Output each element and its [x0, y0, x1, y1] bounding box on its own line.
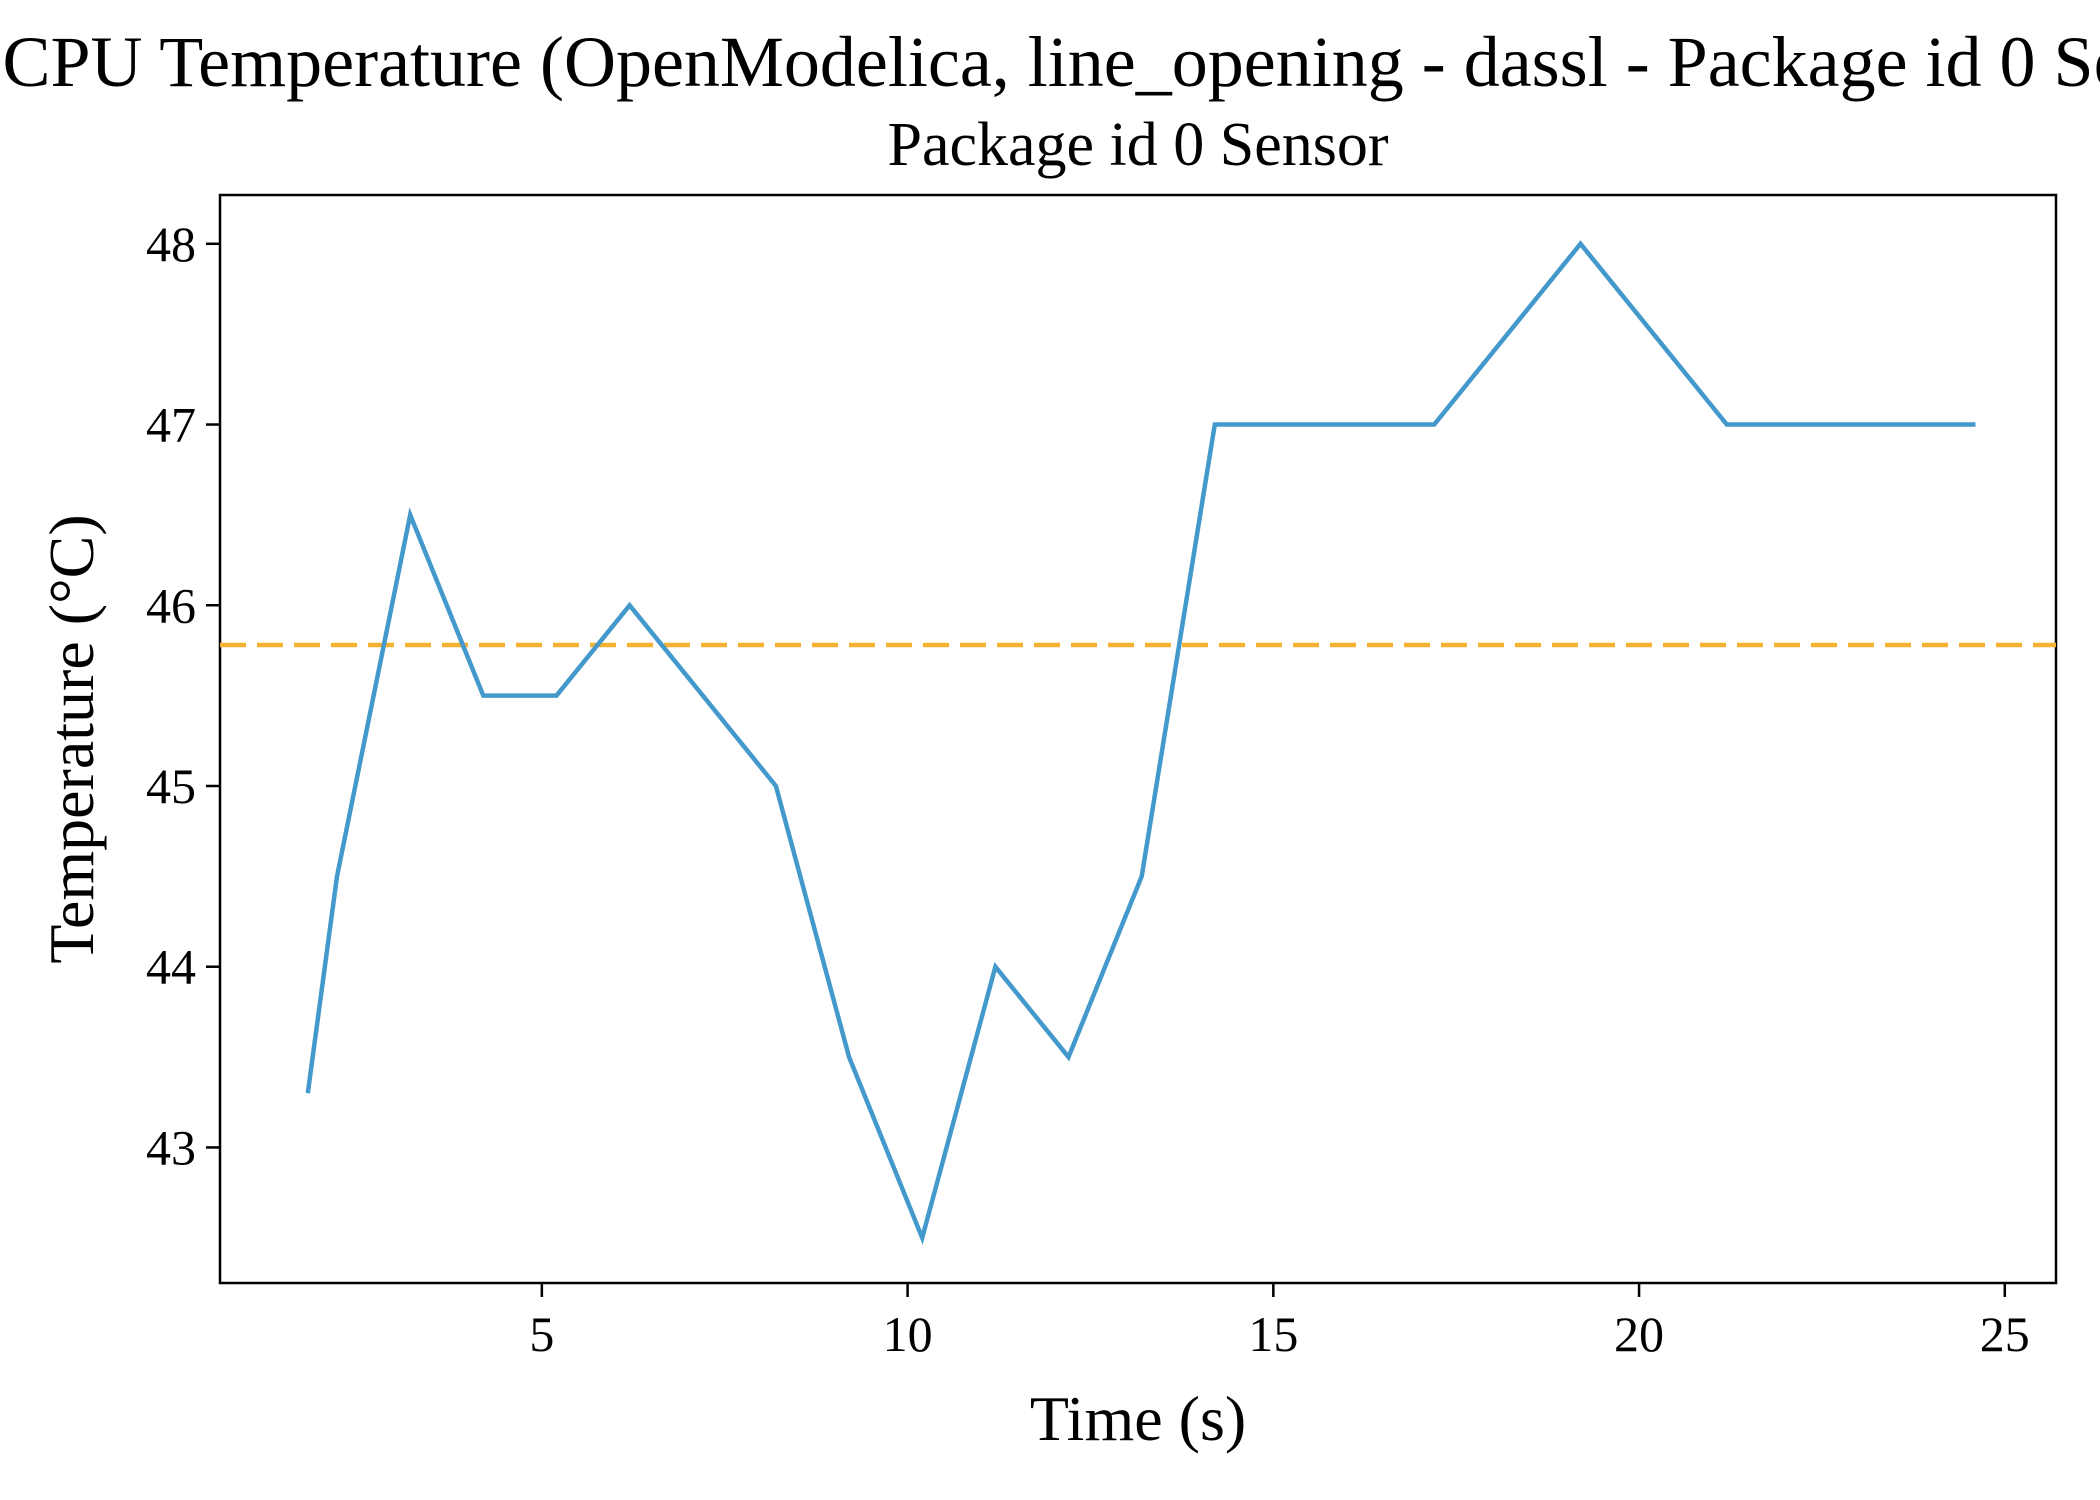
- y-tick-label: 47: [146, 397, 196, 453]
- plot-frame: [218, 193, 2058, 1285]
- x-axis: 5 10 15 20 25: [529, 1283, 2030, 1362]
- y-tick-label: 45: [146, 758, 196, 814]
- y-tick-label: 43: [146, 1119, 196, 1175]
- x-axis-label: Time (s): [1030, 1383, 1246, 1454]
- series-layer: [305, 240, 1976, 1245]
- x-tick-label: 20: [1614, 1306, 1664, 1362]
- x-tick-label: 25: [1980, 1306, 2030, 1362]
- chart-title: CPU Temperature (OpenModelica, line_open…: [2, 22, 2100, 102]
- y-tick-label: 46: [146, 577, 196, 633]
- y-axis: 43 44 45 46 47 48: [146, 216, 220, 1175]
- temperature-series-line: [305, 240, 1976, 1245]
- y-axis-label: Temperature (°C): [36, 514, 107, 963]
- x-tick-label: 5: [529, 1306, 554, 1362]
- x-tick-label: 15: [1248, 1306, 1298, 1362]
- y-tick-label: 44: [146, 939, 196, 995]
- y-tick-label: 48: [146, 216, 196, 272]
- x-tick-label: 10: [883, 1306, 933, 1362]
- chart-subtitle: Package id 0 Sensor: [887, 111, 1388, 179]
